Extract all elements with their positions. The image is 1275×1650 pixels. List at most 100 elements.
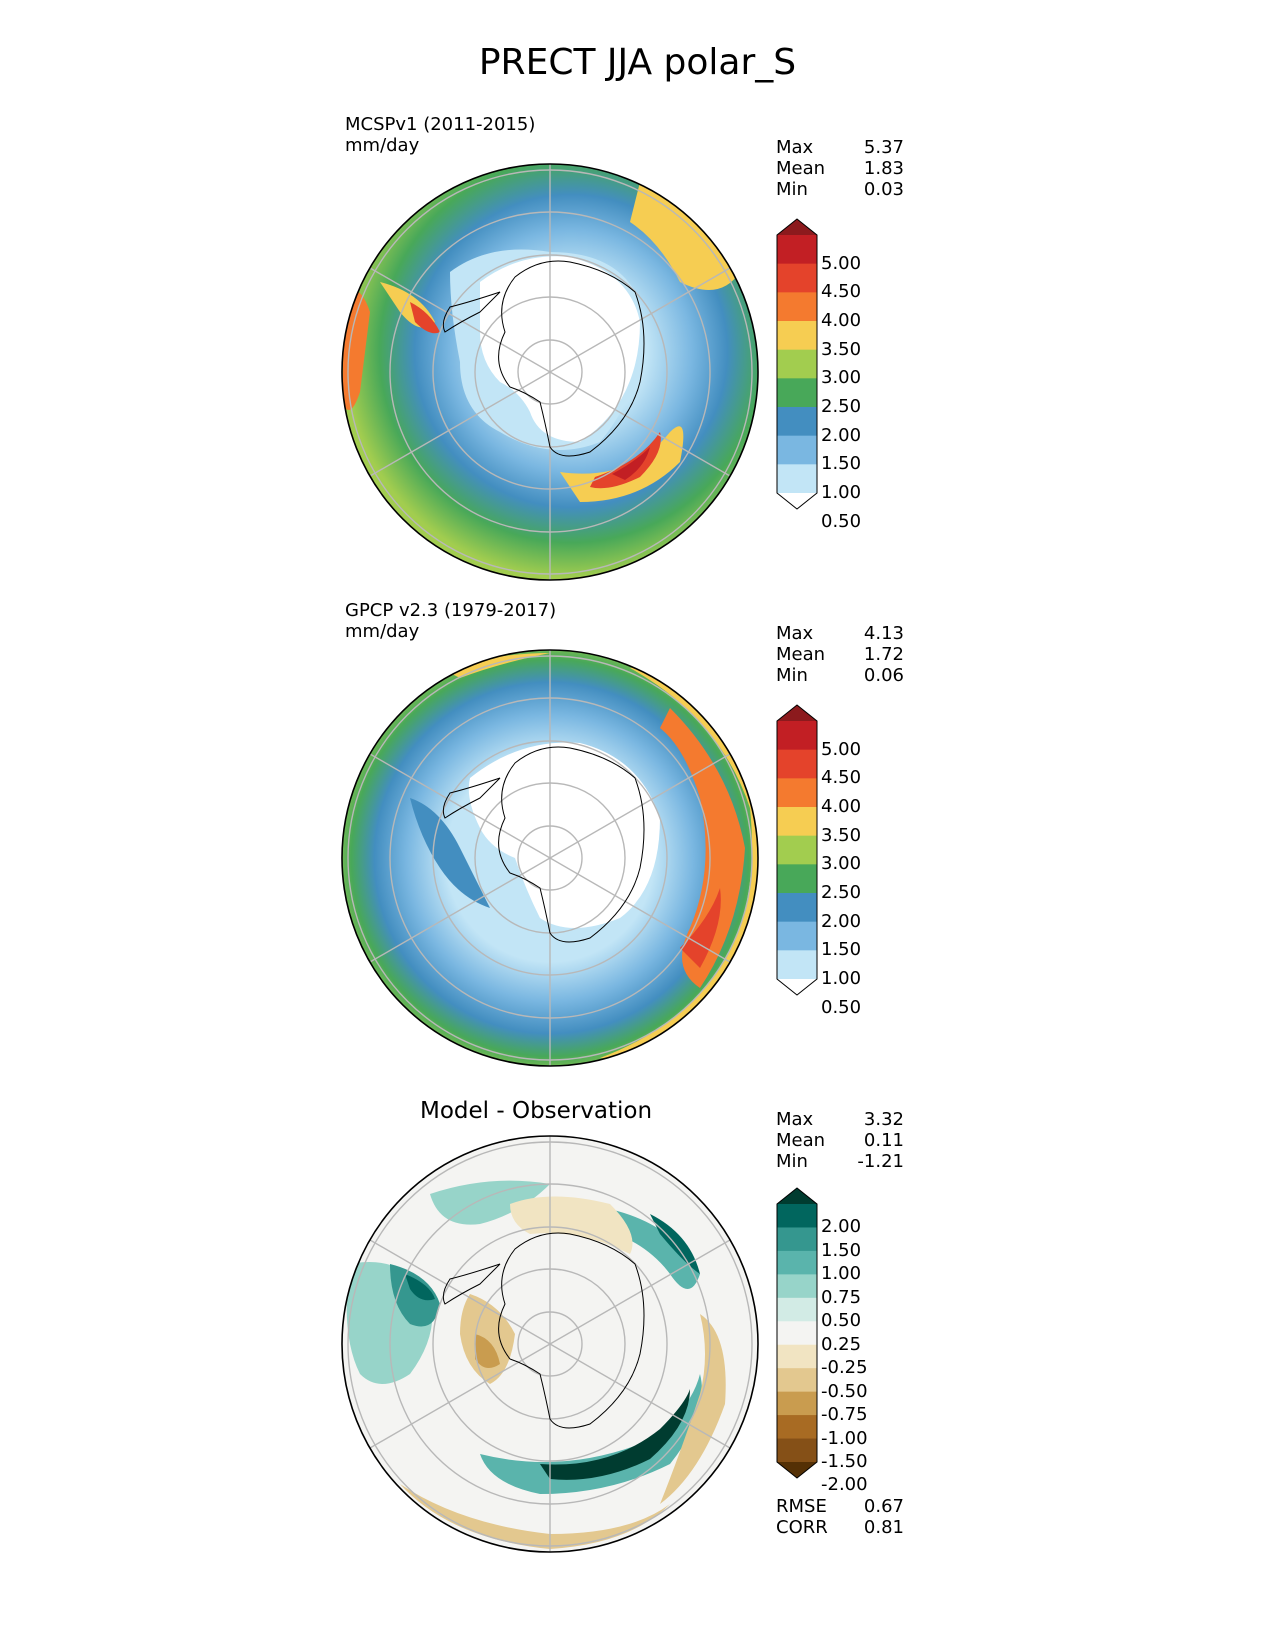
colorbar-swatch	[777, 1297, 817, 1322]
precip-band-model-a	[630, 182, 740, 290]
colorbar-level-label: 2.00	[821, 910, 862, 932]
map-boundary-diff	[341, 1135, 759, 1553]
colorbar-swatch	[777, 1227, 817, 1252]
colorbar-level-label: 2.00	[821, 424, 862, 446]
colorbar-level-label: 1.00	[821, 968, 862, 989]
colorbar-outline	[776, 1187, 818, 1479]
metric-rmse: RMSE 0.67	[776, 1496, 904, 1517]
colorbar-swatch	[777, 1274, 817, 1299]
colorbar-level-label: 0.50	[821, 1310, 862, 1332]
graticule-obs	[347, 650, 753, 1066]
colorbar-level-label: -0.25	[821, 1357, 868, 1379]
polar-map-diff	[341, 1135, 759, 1553]
colorbar-swatch	[777, 835, 817, 865]
colorbar-level-label: 0.50	[821, 996, 862, 1018]
panel-model-units: mm/day	[345, 135, 420, 156]
colorbar-extend-top	[777, 705, 817, 721]
colorbar-swatch	[777, 263, 817, 293]
colorbar-level-label: 1.00	[821, 482, 862, 503]
colorbar-swatch	[777, 807, 817, 837]
precip-band-obs-d	[440, 653, 550, 678]
graticule-diff	[347, 1136, 753, 1552]
colorbar-level-label: 1.50	[821, 453, 862, 475]
colorbar-swatch	[777, 1415, 817, 1440]
precip-band-obs-e	[410, 798, 490, 908]
colorbar-level-label: 3.00	[821, 853, 862, 875]
panel-obs-name: GPCP v2.3 (1979-2017)	[345, 600, 557, 621]
precip-band-model-g	[612, 447, 650, 480]
colorbar-swatch	[777, 378, 817, 408]
precip-band-obs-c	[680, 888, 721, 968]
metrics-diff: RMSE 0.67 CORR 0.81	[776, 1496, 904, 1538]
precip-band-obs-b	[660, 708, 745, 988]
stat-min-diff: Min -1.21	[776, 1151, 904, 1172]
colorbar-level-label: -1.50	[821, 1451, 868, 1472]
colorbar-swatch	[777, 349, 817, 379]
colorbar-swatch	[777, 749, 817, 779]
metric-corr: CORR 0.81	[776, 1517, 904, 1538]
colorbar-swatch	[777, 778, 817, 808]
stats-model: Max 5.37 Mean 1.83 Min 0.03	[776, 137, 904, 200]
colorbar-level-label: 5.00	[821, 738, 862, 760]
colorbar-extend-top	[777, 219, 817, 235]
colorbar-level-label: -2.00	[821, 1474, 868, 1496]
colorbar-level-label: 1.50	[821, 1239, 862, 1261]
colorbar-swatch	[777, 1321, 817, 1346]
colorbar-swatch	[777, 1250, 817, 1275]
colorbar-swatch	[777, 721, 817, 751]
colorbar-swatch	[777, 893, 817, 923]
stat-max-obs: Max 4.13	[776, 623, 904, 644]
stat-mean-obs: Mean 1.72	[776, 644, 904, 665]
colorbar-swatch	[777, 407, 817, 437]
diff-band-e	[390, 1264, 440, 1327]
diff-band-f	[405, 1274, 435, 1301]
colorbar-swatch	[777, 921, 817, 951]
colorbar-level-label: -1.00	[821, 1427, 868, 1449]
colorbar-swatches	[776, 218, 818, 510]
colorbar-swatch	[777, 1204, 817, 1228]
diff-band-h	[540, 1389, 690, 1480]
colorbar-level-label: 0.75	[821, 1286, 862, 1308]
panel-model-title: MCSPv1 (2011-2015) mm/day	[345, 114, 535, 156]
panel-obs-units: mm/day	[345, 621, 420, 642]
colorbar-swatch	[777, 321, 817, 351]
polar-map-obs	[341, 649, 759, 1067]
colorbar-swatch	[777, 292, 817, 322]
colorbar-level-label: 3.50	[821, 824, 862, 846]
colorbar-extend-bottom	[777, 1462, 817, 1478]
colorbar-swatch	[777, 864, 817, 894]
graticule-model	[347, 164, 753, 580]
colorbar-level-label: 4.50	[821, 281, 862, 303]
colorbar-level-label: 0.25	[821, 1333, 862, 1355]
colorbar-level-label: -0.50	[821, 1380, 868, 1402]
antarctica-coastline-diff	[442, 1232, 645, 1429]
colorbar-model: 5.00 4.50 4.00 3.50 3.00 2.50 2.00 1.50 1.00 0.50	[776, 218, 906, 531]
diff-band-a	[430, 1180, 550, 1225]
colorbar-swatch	[777, 235, 817, 265]
colorbar-level-label: 5.00	[821, 252, 862, 274]
precip-core-obs	[468, 742, 660, 928]
precip-band-model-d	[410, 302, 440, 334]
antarctica-coastline-obs	[442, 746, 645, 943]
colorbar-swatch	[777, 1344, 817, 1369]
colorbar-diff: 2.00 1.50 1.00 0.75 0.50 0.25 -0.25 -0.50 -0.75-…	[776, 1187, 906, 1495]
stats-diff: Max 3.32 Mean 0.11 Min -1.21	[776, 1109, 904, 1172]
colorbar-level-label: 1.50	[821, 939, 862, 961]
diff-band-j	[475, 1334, 500, 1368]
diff-band-g	[480, 1374, 702, 1494]
stat-min-obs: Min 0.06	[776, 665, 904, 686]
stat-max-diff: Max 3.32	[776, 1109, 904, 1130]
colorbar-outline	[776, 218, 818, 510]
colorbar-swatch	[777, 950, 817, 980]
colorbar-swatch	[777, 1368, 817, 1393]
colorbar-level-label: 1.00	[821, 1263, 862, 1285]
colorbar-extend-top	[777, 1188, 817, 1204]
map-boundary-model	[341, 163, 759, 581]
stat-min-model: Min 0.03	[776, 179, 904, 200]
stat-mean-model: Mean 1.83	[776, 158, 904, 179]
colorbar-level-label: 0.50	[821, 510, 862, 532]
colorbar-outline	[776, 704, 818, 996]
colorbar-level-label: 4.00	[821, 796, 862, 817]
colorbar-obs: 5.00 4.50 4.00 3.50 3.00 2.50 2.00 1.50 1.00 0.50	[776, 704, 906, 1017]
stat-max-model: Max 5.37	[776, 137, 904, 158]
